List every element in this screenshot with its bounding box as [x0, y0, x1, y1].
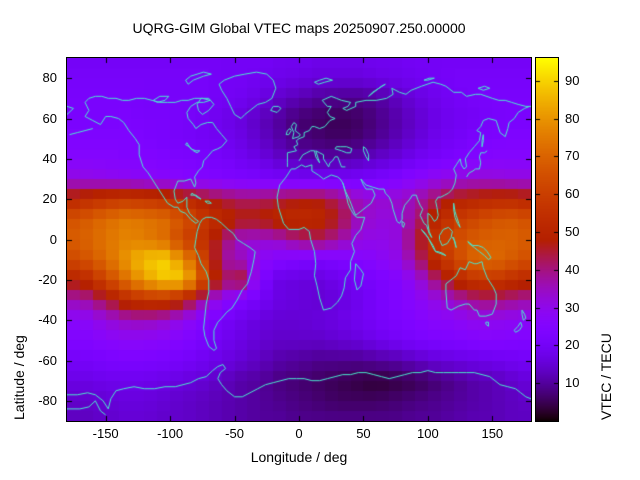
y-tick-label: 40	[42, 150, 57, 166]
colorbar-gradient-canvas	[536, 58, 558, 421]
colorbar	[535, 57, 559, 422]
colorbar-tick-label: 50	[565, 223, 580, 239]
colorbar-tick-label: 80	[565, 110, 580, 126]
x-tick-label: 150	[481, 426, 504, 441]
colorbar-tick-label: 90	[565, 72, 580, 88]
x-tick-label: -100	[157, 426, 184, 441]
x-tick-label: 50	[356, 426, 371, 441]
colorbar-tick-label: 30	[565, 299, 580, 315]
x-tick-label: -150	[92, 426, 119, 441]
y-tick-label: -40	[38, 312, 57, 328]
x-tick-label: 0	[295, 426, 303, 441]
y-tick-label: 20	[42, 191, 57, 207]
x-tick-label: -50	[225, 426, 244, 441]
y-tick-label: -20	[38, 271, 57, 287]
colorbar-tick-label: 70	[565, 148, 580, 164]
colorbar-label: VTEC / TECU	[598, 333, 614, 420]
colorbar-tick-label: 40	[565, 261, 580, 277]
plot-area	[66, 57, 532, 422]
y-tick-label: 60	[42, 110, 57, 126]
y-tick-label: -80	[38, 392, 57, 408]
colorbar-tick-label: 60	[565, 186, 580, 202]
y-tick-label: 80	[42, 70, 57, 86]
x-tick-label: 100	[417, 426, 439, 441]
x-axis-label: Longitude / deg	[250, 449, 348, 465]
vtec-heatmap-canvas	[67, 58, 531, 421]
chart-title: UQRG-GIM Global VTEC maps 20250907.250.0…	[132, 20, 466, 36]
y-tick-label: 0	[49, 231, 57, 247]
y-tick-label: -60	[38, 352, 57, 368]
colorbar-tick-label: 20	[565, 337, 580, 353]
colorbar-tick-label: 10	[565, 375, 580, 391]
